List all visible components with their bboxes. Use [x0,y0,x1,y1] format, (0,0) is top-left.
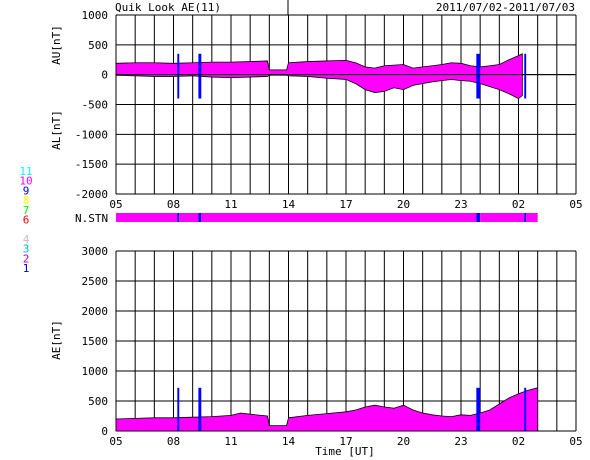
x-tick-label: 17 [339,198,352,211]
au-al-envelope [115,53,523,100]
station-count-label: 2 [23,252,30,265]
y-tick-label: 3000 [82,245,109,258]
x-tick-label: 11 [224,198,237,211]
low-station-marker [476,53,481,99]
low-station-marker [524,53,527,99]
station-count-label: 3 [23,243,30,256]
ae-axis-label: AE[nT] [50,320,63,360]
figure-title: Quik Look AE(11) [115,1,221,14]
y-tick-label: 1000 [82,365,109,378]
y-tick-label: 0 [101,425,108,438]
y-tick-label: -1000 [75,128,108,141]
station-count-label: 1 [23,262,30,275]
y-tick-label: 1500 [82,335,109,348]
x-tick-label: 17 [339,435,352,448]
x-tick-label: 20 [397,435,410,448]
x-tick-label: 20 [397,198,410,211]
station-count-segment [480,213,525,222]
y-tick-label: 500 [88,39,108,52]
station-count-segment [179,213,199,222]
station-count-segment [476,213,481,222]
y-tick-label: 0 [101,69,108,82]
x-tick-label: 05 [569,435,582,448]
station-count-label: 11 [19,165,32,178]
ae-area [115,387,539,432]
al-axis-label: AL[nT] [50,110,63,150]
date-range: 2011/07/02-2011/07/03 [436,1,575,14]
y-tick-label: 1000 [82,9,109,22]
low-station-marker [198,53,202,99]
station-count-label: 5 [23,223,30,236]
x-tick-label: 23 [454,198,467,211]
time-axis-label: Time [UT] [315,445,375,458]
x-tick-label: 05 [109,198,122,211]
n-stn-label: N.STN [75,212,108,225]
y-tick-label: 2500 [82,275,109,288]
low-station-marker [524,387,527,431]
x-tick-label: 02 [512,435,525,448]
x-tick-label: 14 [282,198,296,211]
station-count-segment [524,213,527,222]
y-tick-label: -2000 [75,188,108,201]
x-tick-label: 11 [224,435,237,448]
station-count-segment [198,213,202,222]
station-count-label: 7 [23,204,30,217]
x-tick-label: 05 [109,435,122,448]
station-count-label: 4 [23,233,30,246]
x-tick-label: 08 [167,198,180,211]
y-tick-label: -1500 [75,158,108,171]
low-station-marker [177,53,180,99]
au-axis-label: AU[nT] [50,25,63,65]
x-tick-label: 08 [167,435,180,448]
station-count-label: 6 [23,214,30,227]
low-station-marker [476,387,481,431]
station-count-label: 9 [23,184,30,197]
station-count-segment [116,213,178,222]
x-tick-label: 05 [569,198,582,211]
x-tick-label: 02 [512,198,525,211]
y-tick-label: 2000 [82,305,109,318]
x-tick-label: 23 [454,435,467,448]
station-count-segment [526,213,538,222]
n-stn-panel: N.STN [75,212,538,225]
y-tick-label: -500 [82,99,109,112]
station-count-label: 8 [23,194,30,207]
station-count-segment [201,213,477,222]
station-count-segment [177,213,180,222]
y-tick-label: 500 [88,395,108,408]
station-count-label: 10 [19,175,32,188]
low-station-marker [177,387,180,431]
low-station-marker [198,387,202,431]
x-tick-label: 14 [282,435,296,448]
